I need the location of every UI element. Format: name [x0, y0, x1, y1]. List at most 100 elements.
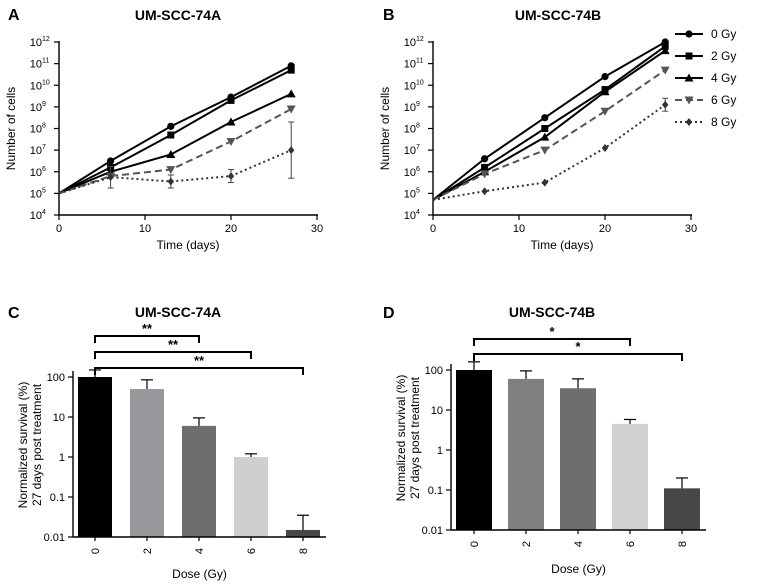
series-line [432, 41, 666, 201]
data-point [541, 178, 548, 187]
series-4-gy [58, 89, 296, 195]
y-axis-title-line: 27 days post treatment [30, 383, 44, 506]
panel-letter-d: D [383, 305, 395, 322]
y-tick-exponent: 10 [42, 79, 50, 86]
legend-label: 0 Gy [711, 27, 736, 41]
data-point [226, 137, 236, 146]
data-point [600, 87, 610, 96]
y-tick-exponent: 9 [42, 101, 46, 108]
bracket-line [473, 353, 683, 361]
significance-bracket: ** [94, 353, 304, 375]
significance-label: ** [142, 321, 153, 336]
x-tick-label: 0 [90, 548, 102, 554]
x-tick-label: 4 [573, 541, 585, 547]
data-point [601, 143, 609, 152]
y-tick-base: 10 [30, 59, 42, 71]
y-tick-label: 10 [30, 102, 42, 114]
data-point [286, 89, 296, 98]
y-tick-exponent: 12 [416, 36, 424, 43]
y-tick-label: 1 [437, 445, 443, 457]
y-tick-exponent: 11 [42, 58, 49, 65]
y-tick-label: 10 [30, 124, 42, 136]
y-tick-label: 10 [404, 167, 416, 179]
y-tick-base: 10 [30, 210, 42, 222]
y-tick-exponent: 12 [42, 36, 50, 43]
y-tick-label: 10 [404, 188, 416, 200]
data-point [601, 73, 609, 81]
series-2-gy [432, 42, 669, 201]
y-tick-label: 10 [30, 210, 42, 222]
data-point [286, 105, 296, 114]
significance-bracket: ** [94, 321, 200, 343]
legend-marker [685, 30, 693, 38]
bar-8-gy [286, 529, 320, 537]
data-point [541, 114, 549, 122]
data-point [107, 157, 115, 165]
legend: 0 Gy 2 Gy 4 Gy 6 Gy 8 Gy [675, 27, 736, 129]
series-line [58, 149, 292, 195]
y-tick-label: 10 [30, 37, 42, 49]
data-point [227, 172, 235, 181]
series-6-gy [432, 66, 670, 201]
significance-bracket: * [473, 339, 683, 361]
legend-item: 6 Gy [675, 93, 736, 107]
series-0-gy [432, 38, 669, 201]
legend-item: 4 Gy [675, 71, 736, 85]
y-tick-label: 0.1 [50, 492, 65, 504]
bar-2-gy [130, 389, 164, 537]
data-point [107, 173, 114, 182]
data-point [167, 131, 175, 139]
panel-letter-b: B [383, 7, 395, 24]
x-tick-label: 8 [298, 548, 310, 554]
data-point [662, 100, 669, 109]
y-tick-label: 0.01 [422, 525, 443, 537]
data-point [166, 166, 176, 175]
y-tick-base: 10 [404, 188, 416, 200]
significance-bracket: * [473, 324, 631, 346]
significance-bracket: ** [94, 337, 252, 359]
y-tick-label: 10 [404, 37, 416, 49]
bar-chart-d: UM-SCC-74B 0.01 0.1 1 10 100 0 2 4 6 8 Dose (Gy) Nor… [394, 304, 706, 576]
y-tick-label: 10 [53, 412, 65, 424]
y-tick-exponent: 8 [416, 123, 420, 130]
panel-letter-c: C [8, 305, 20, 322]
legend-marker [684, 73, 694, 82]
y-tick-label: 10 [404, 210, 416, 222]
chart-title: UM-SCC-74A [135, 304, 221, 320]
bar-8-gy [664, 488, 700, 530]
y-tick-exponent: 9 [416, 101, 420, 108]
data-point [167, 122, 175, 130]
y-tick-exponent: 4 [416, 209, 420, 216]
y-axis-title-line: Normalized survival (%) [16, 382, 30, 509]
x-axis-title: Dose (Gy) [551, 562, 606, 576]
bar-6-gy [234, 457, 268, 537]
significance-label: * [575, 339, 581, 354]
data-point [660, 66, 670, 75]
y-tick-label: 1 [59, 452, 65, 464]
data-point [167, 177, 174, 186]
series-line [58, 64, 292, 195]
series-line [58, 69, 292, 195]
y-tick-label: 10 [30, 167, 42, 179]
y-tick-exponent: 7 [42, 144, 46, 151]
y-tick-base: 10 [404, 37, 416, 49]
x-tick-label: 10 [513, 223, 525, 235]
legend-marker [685, 52, 693, 60]
x-axis-title: Time (days) [531, 238, 594, 252]
data-point [287, 66, 295, 74]
panel-letter-a: A [8, 7, 20, 24]
x-tick-label: 30 [685, 223, 697, 235]
x-tick-label: 8 [677, 541, 689, 547]
y-tick-base: 10 [30, 102, 42, 114]
series-line [432, 103, 666, 201]
y-tick-exponent: 5 [416, 187, 420, 194]
series-8-gy [58, 121, 295, 195]
y-tick-label: 10 [404, 59, 416, 71]
legend-item: 0 Gy [675, 27, 736, 41]
y-tick-label: 10 [30, 80, 42, 92]
x-tick-label: 0 [430, 223, 436, 235]
y-tick-base: 10 [30, 167, 42, 179]
legend-marker [684, 96, 694, 105]
